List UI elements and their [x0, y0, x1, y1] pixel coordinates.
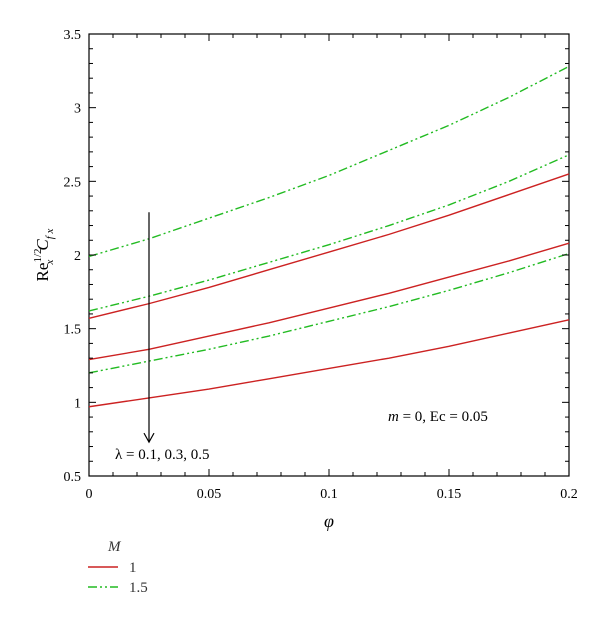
params-annotation: m = 0, Ec = 0.05 — [388, 409, 488, 425]
y-tick-label: 2 — [74, 249, 81, 264]
y-tick-label: 1 — [74, 396, 81, 411]
series-line-M1_5-6 — [88, 252, 570, 374]
series-layer — [88, 65, 570, 408]
series-line-M1-3 — [88, 319, 570, 408]
plot-frame — [88, 33, 570, 477]
plot-area — [88, 33, 570, 477]
lambda-arrow-head — [143, 432, 155, 444]
y-tick-label: 3 — [74, 102, 81, 117]
y-axis-label: Re1/2xCf x — [32, 228, 56, 281]
y-tick-label: 3.5 — [64, 28, 82, 43]
axes-layer: 0 0.05 0.1 0.15 0.2 0.5 1 1.5 2 2.5 3 3.5 φ Re1/2xCf … — [32, 28, 578, 531]
x-tick-label: 0 — [86, 487, 93, 502]
x-tick-label: 0.15 — [437, 487, 462, 502]
legend-label-1: 1 — [129, 560, 137, 576]
y-axis-label-text: Re1/2xCf x — [32, 228, 56, 281]
y-tick-label: 2.5 — [64, 175, 82, 190]
lambda-annotation: λ = 0.1, 0.3, 0.5 — [115, 447, 209, 463]
legend-label-1_5: 1.5 — [129, 580, 148, 596]
x-tick-label: 0.1 — [320, 487, 338, 502]
legend-title: M — [107, 539, 122, 555]
legend: M1 1.5 — [88, 539, 148, 596]
annotation-layer: λ = 0.1, 0.3, 0.5 m = 0, Ec = 0.05 — [115, 212, 488, 463]
y-tick-label: 1.5 — [64, 323, 82, 338]
x-tick-label: 0.05 — [197, 487, 222, 502]
series-line-M1_5-5 — [88, 154, 570, 312]
y-tick-label: 0.5 — [64, 470, 82, 485]
x-tick-label: 0.2 — [560, 487, 578, 502]
x-axis-label: φ — [324, 511, 334, 531]
series-line-M1-2 — [88, 242, 570, 361]
series-line-M1-1 — [88, 173, 570, 320]
series-line-M1_5-4 — [88, 65, 570, 258]
